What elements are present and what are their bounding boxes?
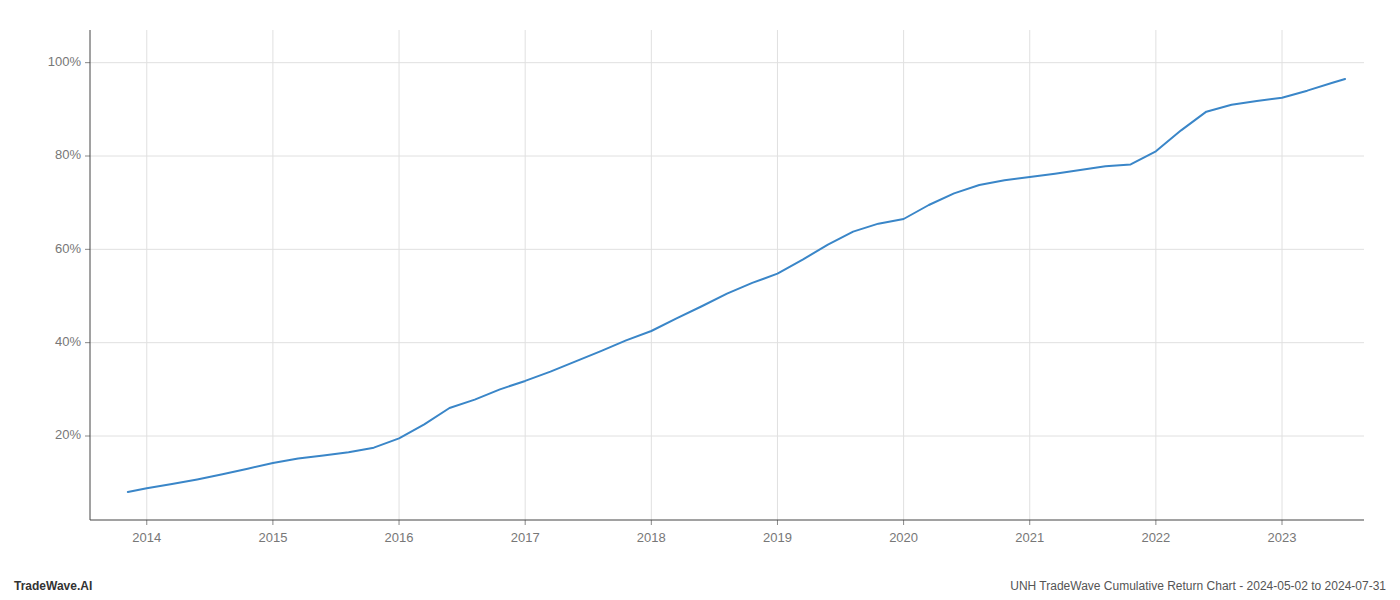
tick-mark-y	[85, 62, 90, 63]
tick-label-y: 20%	[55, 427, 81, 442]
tick-label-x: 2014	[132, 530, 161, 545]
axis-line-x	[90, 520, 1364, 521]
footer-left: TradeWave.AI	[14, 579, 92, 593]
tick-mark-x	[1155, 520, 1156, 525]
tick-mark-x	[399, 520, 400, 525]
tick-mark-x	[272, 520, 273, 525]
grid-line-y	[90, 436, 1364, 437]
tick-label-x: 2015	[258, 530, 287, 545]
tick-label-x: 2020	[889, 530, 918, 545]
grid-line-x	[272, 30, 273, 520]
tick-label-x: 2017	[511, 530, 540, 545]
tick-label-x: 2019	[763, 530, 792, 545]
tick-mark-x	[1282, 520, 1283, 525]
tick-label-x: 2023	[1268, 530, 1297, 545]
tick-mark-x	[146, 520, 147, 525]
plot-area	[128, 79, 1345, 492]
tick-mark-y	[85, 436, 90, 437]
grid-line-x	[903, 30, 904, 520]
tick-label-x: 2021	[1015, 530, 1044, 545]
grid-line-x	[777, 30, 778, 520]
grid-line-x	[651, 30, 652, 520]
footer-right: UNH TradeWave Cumulative Return Chart - …	[1010, 579, 1386, 593]
grid-line-x	[146, 30, 147, 520]
tick-label-y: 60%	[55, 241, 81, 256]
axes: 20% 40% 60% 80% 100% 2014 2015 2016 2017 2018 2019…	[48, 30, 1364, 545]
tick-mark-y	[85, 342, 90, 343]
tick-mark-y	[85, 156, 90, 157]
grid-line-x	[1282, 30, 1283, 520]
tick-mark-x	[777, 520, 778, 525]
tick-label-x: 2016	[385, 530, 414, 545]
tick-mark-x	[903, 520, 904, 525]
grid-line-x	[1155, 30, 1156, 520]
chart-container: 20% 40% 60% 80% 100% 2014 2015 2016 2017 2018 2019…	[0, 0, 1400, 600]
tick-label-y: 40%	[55, 334, 81, 349]
grid-line-y	[90, 342, 1364, 343]
grid-line-y	[90, 156, 1364, 157]
grid	[90, 30, 1364, 520]
data-line	[128, 79, 1345, 492]
tick-mark-x	[651, 520, 652, 525]
grid-line-y	[90, 249, 1364, 250]
grid-line-y	[90, 62, 1364, 63]
tick-label-x: 2018	[637, 530, 666, 545]
chart-svg: 20% 40% 60% 80% 100% 2014 2015 2016 2017 2018 2019…	[0, 0, 1400, 600]
tick-label-x: 2022	[1141, 530, 1170, 545]
tick-mark-x	[1029, 520, 1030, 525]
tick-mark-y	[85, 249, 90, 250]
grid-line-x	[399, 30, 400, 520]
grid-line-x	[525, 30, 526, 520]
tick-label-y: 100%	[48, 54, 82, 69]
tick-label-y: 80%	[55, 147, 81, 162]
grid-line-x	[1029, 30, 1030, 520]
tick-mark-x	[525, 520, 526, 525]
axis-line-y	[90, 30, 91, 520]
